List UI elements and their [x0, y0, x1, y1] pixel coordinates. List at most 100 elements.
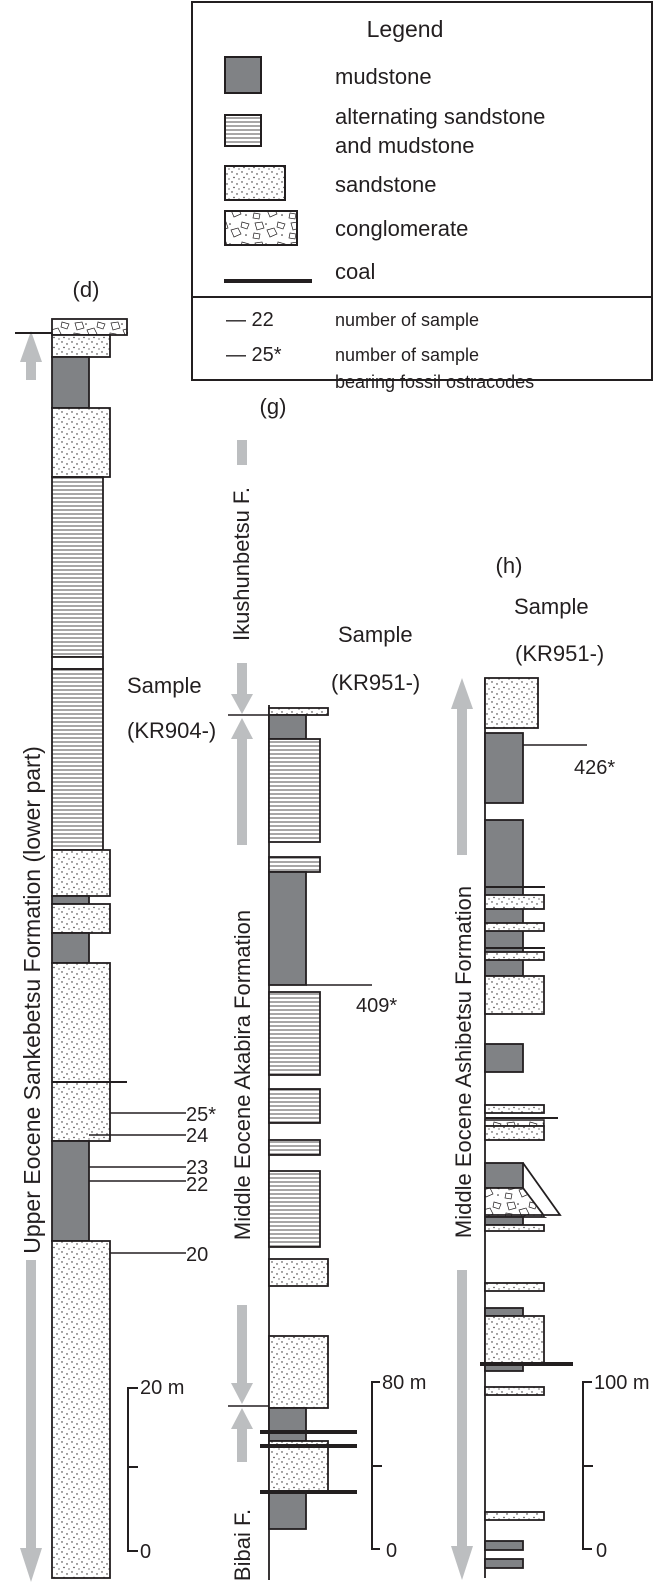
bed-mudstone [268, 714, 307, 740]
scale-bar [127, 1387, 138, 1552]
bed-sandstone [484, 677, 539, 729]
sample-series: (KR951-) [331, 670, 420, 695]
sample-label: 409* [356, 995, 397, 1017]
column-g-label: (g) [260, 394, 287, 419]
bibai-arrow [231, 1408, 253, 1462]
legend-swatch-mudstone [224, 56, 262, 94]
bed-sandstone [51, 849, 111, 897]
legend-label-alternating-1: alternating sandstone [335, 104, 545, 129]
bed-mudstone [51, 895, 90, 905]
column-h-label: (h) [496, 553, 523, 578]
bed-sandstone [484, 894, 545, 910]
formation-ikushunbetsu: Ikushunbetsu F. [229, 487, 254, 641]
bed-sandstone [51, 903, 111, 934]
bed-sandstone [268, 707, 329, 716]
sample-heading: Sample [514, 594, 589, 619]
bed-mudstone [268, 1407, 307, 1442]
scale-bottom-label: 0 [596, 1540, 607, 1562]
bed-sandstone [51, 1240, 111, 1579]
legend-swatch-conglomerate [224, 210, 298, 246]
bed-mudstone [484, 1216, 524, 1226]
bed-conglomerate [51, 318, 128, 336]
legend-key-fossil-sample: — 25* [226, 344, 282, 366]
bed-sandstone [484, 1224, 545, 1232]
bed-alternating [268, 991, 321, 1076]
legend: Legend mudstone alternating sandstone an… [191, 1, 653, 392]
bed-mudstone [268, 871, 307, 986]
bed-mudstone [484, 1558, 524, 1569]
scale-top-label: 100 m [594, 1372, 650, 1394]
legend-swatch-alternating [224, 114, 262, 147]
legend-key-sample: — 22 [226, 309, 274, 331]
formation-ashibetsu: Middle Eocene Ashibetsu Formation [451, 886, 476, 1238]
sample-heading: Sample [338, 622, 413, 647]
bed-sandstone [484, 951, 545, 961]
sample-heading: Sample [127, 673, 202, 698]
sample-label: 22 [186, 1174, 208, 1196]
bed-conglomerate [484, 1119, 545, 1127]
bed-sandstone [268, 1440, 329, 1494]
bed-gap [51, 656, 104, 670]
sample-label: 20 [186, 1244, 208, 1266]
sample-label: 25* [186, 1104, 216, 1126]
legend-border [191, 1, 653, 381]
column-h: (h) Sample (KR951-) Middle Eocene Ashibe… [445, 553, 650, 1580]
scale-bottom-label: 0 [140, 1541, 151, 1563]
legend-swatch-sandstone [224, 165, 286, 201]
legend-label-coal: coal [335, 259, 375, 284]
bed-mudstone [51, 932, 90, 964]
legend-label-sample: number of sample [335, 310, 479, 330]
bed-mudstone [484, 732, 524, 804]
legend-label-conglomerate: conglomerate [335, 216, 468, 241]
bed-mudstone [51, 1140, 90, 1242]
sample-label: 426* [574, 757, 615, 779]
bed-sandstone [51, 334, 111, 358]
bed-mudstone [484, 1043, 524, 1073]
bed-alternating [268, 1139, 321, 1156]
bed-sandstone [484, 1511, 545, 1521]
bed-alternating [268, 738, 321, 843]
bed-alternating [51, 476, 104, 658]
legend-label-mudstone: mudstone [335, 64, 432, 89]
sample-series: (KR951-) [515, 641, 604, 666]
bed-mudstone [484, 1540, 524, 1551]
bed-sandstone [484, 975, 545, 1015]
legend-label-sandstone: sandstone [335, 172, 437, 197]
column-d-formation: Upper Eocene Sankebetsu Formation (lower… [19, 746, 45, 1254]
bed-mudstone [51, 356, 90, 409]
scale-top-label: 20 m [140, 1377, 184, 1399]
bed-sandstone [51, 962, 111, 1142]
bed-alternating [268, 1088, 321, 1124]
bed-sandstone [268, 1258, 329, 1287]
legend-label-fossil-sample-1: number of sample [335, 345, 479, 365]
bed-mudstone [484, 1162, 524, 1189]
bed-alternating [51, 668, 104, 851]
column-d-label: (d) [73, 277, 100, 302]
column-g: (g) Sample (KR904-) Sample (KR951-) Ikus… [127, 394, 426, 1581]
sample-series: (KR904-) [127, 718, 216, 743]
sample-label: 23 [186, 1157, 208, 1179]
bed-alternating [268, 1170, 321, 1248]
bed-mudstone [268, 1492, 307, 1530]
scale-top-label: 80 m [382, 1372, 426, 1394]
formation-akabira: Middle Eocene Akabira Formation [230, 910, 255, 1240]
bed-sandstone [51, 407, 111, 478]
sample-label: 24 [186, 1125, 208, 1147]
bed-sandstone [484, 1282, 545, 1292]
bed-sandstone [484, 1386, 545, 1396]
legend-title: Legend [367, 16, 444, 42]
formation-bibai: Bibai F. [230, 1509, 255, 1581]
bed-mudstone [484, 1307, 524, 1317]
bed-sandstone [484, 1315, 545, 1365]
legend-label-fossil-sample-2: bearing fossil ostracodes [335, 372, 534, 392]
legend-label-alternating-2: and mudstone [335, 133, 474, 158]
legend-frame [191, 1, 653, 298]
bed-sandstone [484, 1104, 545, 1114]
column-d: (d) Upper Eocene Sankebetsu Formation (l… [6, 277, 216, 1582]
scale-bottom-label: 0 [386, 1540, 397, 1562]
bed-sandstone [484, 922, 545, 932]
bed-alternating [268, 856, 321, 873]
bed-sandstone [268, 1335, 329, 1409]
bed-sandstone [484, 1125, 545, 1141]
